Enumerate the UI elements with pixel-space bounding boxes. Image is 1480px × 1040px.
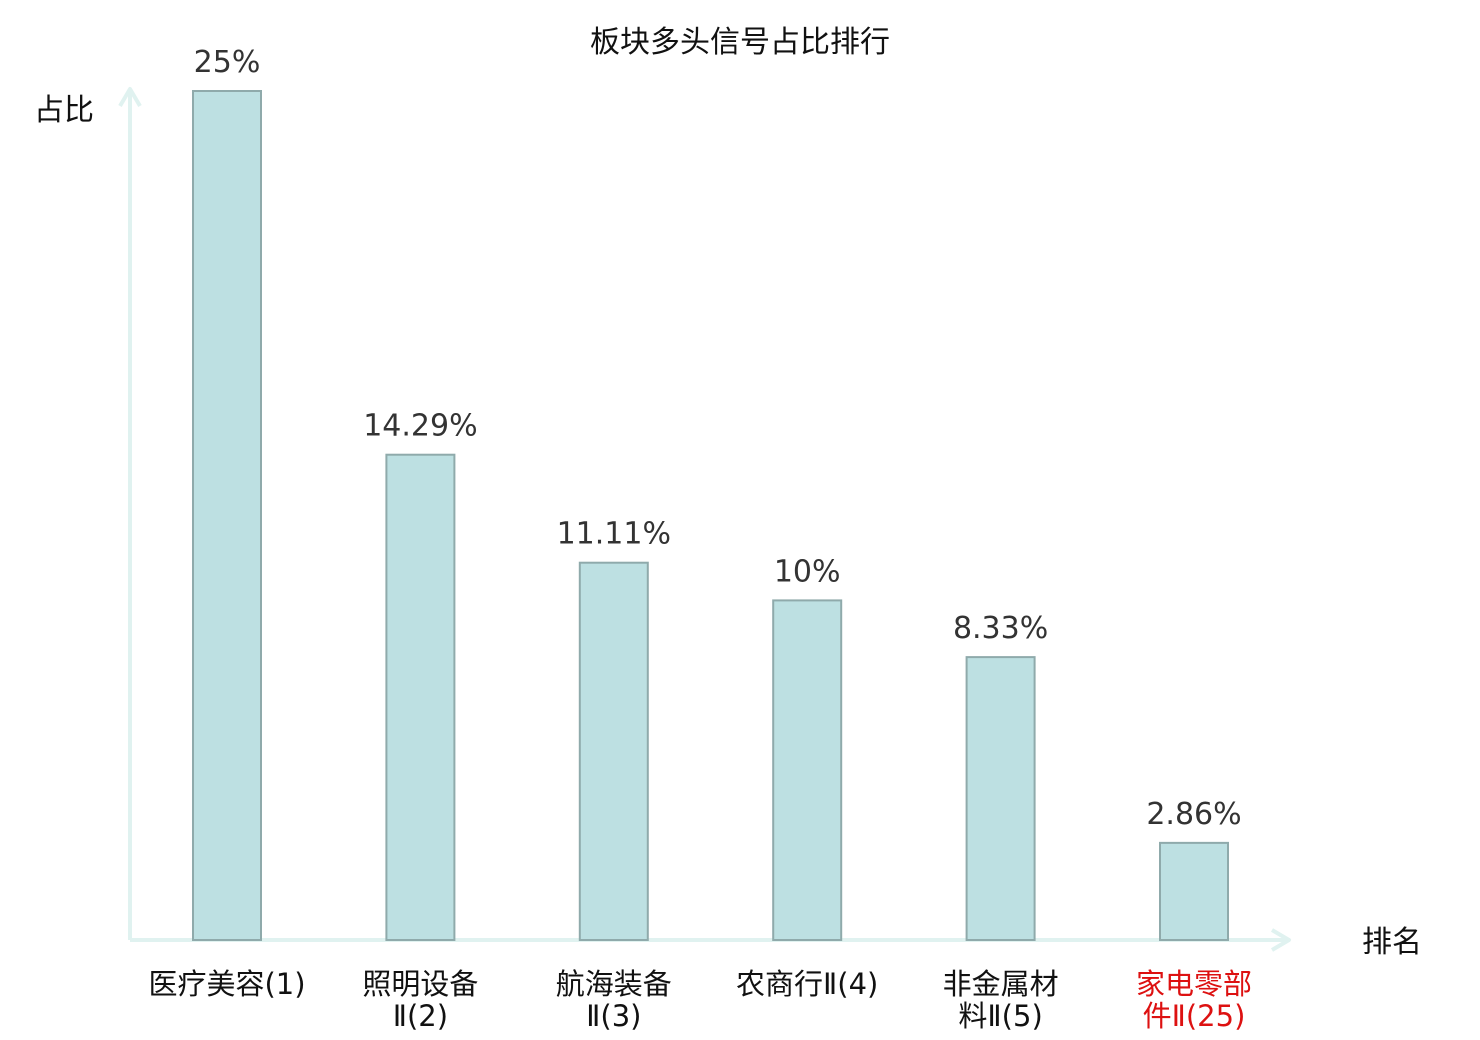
axes (118, 87, 1291, 952)
value-label: 25% (194, 45, 261, 80)
category-label: 件Ⅱ(25) (1143, 999, 1246, 1033)
bar (1159, 841, 1229, 941)
bar (578, 561, 649, 941)
category-label: 照明设备 (362, 967, 478, 1001)
category-label: 航海装备 (556, 967, 672, 1001)
bar (965, 656, 1036, 942)
y-axis-arrow (118, 87, 142, 108)
y-axis-label: 占比 (34, 93, 94, 128)
category-label: 非金属材 (943, 967, 1059, 1001)
category-label: 料Ⅱ(5) (958, 999, 1042, 1033)
bars-group (192, 90, 1229, 942)
x-axis-label: 排名 (1362, 925, 1422, 960)
chart-title: 板块多头信号占比排行 (590, 25, 890, 60)
value-label: 10% (774, 554, 841, 589)
value-labels-group: 25% 14.29% 11.11% 10% 8.33% 2.86% (194, 45, 1242, 832)
value-label: 2.86% (1146, 797, 1241, 832)
category-label: 家电零部 (1136, 967, 1252, 1001)
category-label: Ⅱ(3) (586, 999, 641, 1033)
bar (772, 599, 843, 942)
value-label: 14.29% (363, 409, 477, 444)
bar (192, 90, 262, 941)
value-label: 11.11% (557, 517, 671, 552)
bar (385, 453, 456, 941)
category-label: 农商行Ⅱ(4) (736, 967, 878, 1001)
x-axis-arrow (1270, 928, 1291, 952)
category-label: 医疗美容(1) (148, 967, 305, 1001)
category-label: Ⅱ(2) (393, 999, 448, 1033)
value-label: 8.33% (953, 611, 1048, 646)
